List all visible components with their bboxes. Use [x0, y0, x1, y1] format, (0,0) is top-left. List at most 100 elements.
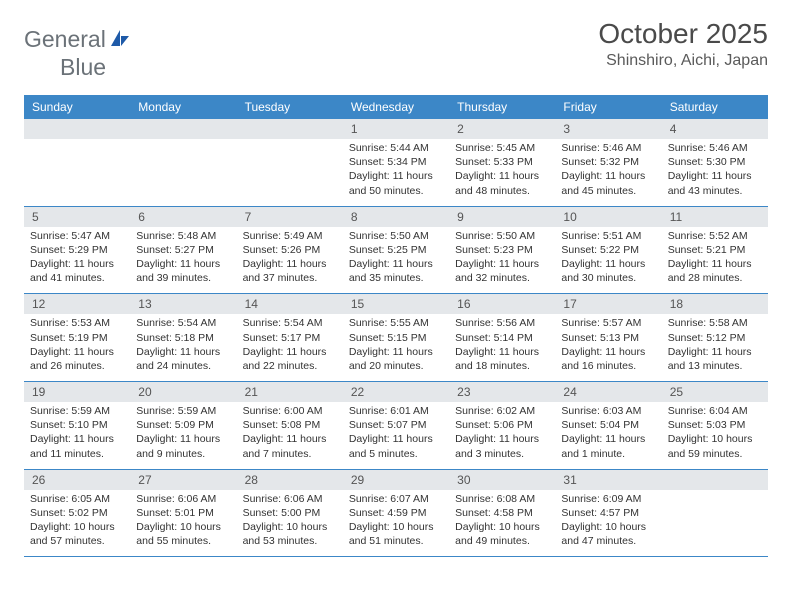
day-info-line: Sunrise: 5:50 AM: [455, 229, 549, 243]
day-info-line: Sunset: 5:32 PM: [561, 155, 655, 169]
day-info-line: Sunset: 5:29 PM: [30, 243, 124, 257]
day-cell: Sunrise: 6:04 AMSunset: 5:03 PMDaylight:…: [662, 402, 768, 469]
date-number: 5: [24, 207, 130, 227]
day-info-line: Sunrise: 6:05 AM: [30, 492, 124, 506]
day-info-line: Daylight: 10 hours: [136, 520, 230, 534]
day-info-line: Sunset: 5:01 PM: [136, 506, 230, 520]
day-info-line: Daylight: 11 hours: [30, 345, 124, 359]
date-number: 12: [24, 294, 130, 314]
day-info-line: Sunrise: 5:51 AM: [561, 229, 655, 243]
day-cell: Sunrise: 5:53 AMSunset: 5:19 PMDaylight:…: [24, 314, 130, 381]
day-info-line: and 28 minutes.: [668, 271, 762, 285]
day-info-line: Sunset: 5:10 PM: [30, 418, 124, 432]
day-info-line: Daylight: 11 hours: [30, 257, 124, 271]
date-number-row: 19202122232425: [24, 382, 768, 402]
day-info-line: Sunrise: 5:50 AM: [349, 229, 443, 243]
date-number: 7: [237, 207, 343, 227]
day-info-line: Sunrise: 5:58 AM: [668, 316, 762, 330]
day-info-line: Sunset: 5:14 PM: [455, 331, 549, 345]
day-cell: Sunrise: 5:54 AMSunset: 5:17 PMDaylight:…: [237, 314, 343, 381]
day-cell: Sunrise: 5:52 AMSunset: 5:21 PMDaylight:…: [662, 227, 768, 294]
date-number: 30: [449, 470, 555, 490]
day-cell: Sunrise: 5:49 AMSunset: 5:26 PMDaylight:…: [237, 227, 343, 294]
date-number: [130, 119, 236, 139]
day-info-line: Daylight: 10 hours: [455, 520, 549, 534]
day-cell: Sunrise: 5:46 AMSunset: 5:32 PMDaylight:…: [555, 139, 661, 206]
day-info-line: Daylight: 11 hours: [243, 345, 337, 359]
day-info-line: Sunset: 5:23 PM: [455, 243, 549, 257]
day-cell: Sunrise: 6:07 AMSunset: 4:59 PMDaylight:…: [343, 490, 449, 557]
date-number: 16: [449, 294, 555, 314]
day-cell: Sunrise: 6:03 AMSunset: 5:04 PMDaylight:…: [555, 402, 661, 469]
day-info-line: Daylight: 11 hours: [243, 432, 337, 446]
day-header: Tuesday: [237, 95, 343, 119]
day-info-line: Sunset: 5:27 PM: [136, 243, 230, 257]
date-number-row: 567891011: [24, 207, 768, 227]
day-info-line: and 45 minutes.: [561, 184, 655, 198]
day-info-line: Sunrise: 6:03 AM: [561, 404, 655, 418]
day-info-line: Sunrise: 6:08 AM: [455, 492, 549, 506]
day-info-line: Daylight: 10 hours: [30, 520, 124, 534]
date-number: 27: [130, 470, 236, 490]
day-info-line: Daylight: 11 hours: [561, 257, 655, 271]
day-info-line: and 1 minute.: [561, 447, 655, 461]
day-info-line: Sunset: 5:13 PM: [561, 331, 655, 345]
day-cell: Sunrise: 5:47 AMSunset: 5:29 PMDaylight:…: [24, 227, 130, 294]
day-cell: Sunrise: 5:55 AMSunset: 5:15 PMDaylight:…: [343, 314, 449, 381]
day-info-line: Sunset: 5:07 PM: [349, 418, 443, 432]
logo: General: [24, 26, 134, 53]
day-info-line: Sunset: 5:19 PM: [30, 331, 124, 345]
day-info-line: and 53 minutes.: [243, 534, 337, 548]
day-info-line: Daylight: 11 hours: [136, 257, 230, 271]
day-info-line: Sunset: 5:09 PM: [136, 418, 230, 432]
day-cell: Sunrise: 5:46 AMSunset: 5:30 PMDaylight:…: [662, 139, 768, 206]
day-cell: Sunrise: 6:09 AMSunset: 4:57 PMDaylight:…: [555, 490, 661, 557]
day-info-line: and 48 minutes.: [455, 184, 549, 198]
day-header: Sunday: [24, 95, 130, 119]
date-number: 1: [343, 119, 449, 139]
day-info-line: Daylight: 11 hours: [349, 345, 443, 359]
day-info-line: Daylight: 11 hours: [561, 345, 655, 359]
day-info-line: Sunrise: 6:06 AM: [136, 492, 230, 506]
date-number-row: 12131415161718: [24, 294, 768, 314]
day-info-line: Daylight: 11 hours: [455, 432, 549, 446]
day-info-line: and 39 minutes.: [136, 271, 230, 285]
day-info-line: Sunrise: 5:48 AM: [136, 229, 230, 243]
day-info-line: Sunset: 5:08 PM: [243, 418, 337, 432]
day-info-line: Sunrise: 5:52 AM: [668, 229, 762, 243]
date-number-row: 1234: [24, 119, 768, 139]
day-info-line: Sunrise: 6:04 AM: [668, 404, 762, 418]
day-header: Saturday: [662, 95, 768, 119]
day-cell: Sunrise: 5:45 AMSunset: 5:33 PMDaylight:…: [449, 139, 555, 206]
day-cell: Sunrise: 6:08 AMSunset: 4:58 PMDaylight:…: [449, 490, 555, 557]
date-number: 4: [662, 119, 768, 139]
day-info-line: and 26 minutes.: [30, 359, 124, 373]
day-info-line: Sunset: 5:30 PM: [668, 155, 762, 169]
date-number: [24, 119, 130, 139]
day-info-line: and 13 minutes.: [668, 359, 762, 373]
date-number-row: 262728293031: [24, 470, 768, 490]
day-info-line: Daylight: 11 hours: [668, 169, 762, 183]
day-cell: Sunrise: 5:57 AMSunset: 5:13 PMDaylight:…: [555, 314, 661, 381]
date-number: 21: [237, 382, 343, 402]
day-info-line: and 11 minutes.: [30, 447, 124, 461]
day-info-line: Sunrise: 5:47 AM: [30, 229, 124, 243]
day-info-line: Sunrise: 5:49 AM: [243, 229, 337, 243]
day-cell: Sunrise: 6:06 AMSunset: 5:00 PMDaylight:…: [237, 490, 343, 557]
day-info-line: Daylight: 11 hours: [349, 257, 443, 271]
day-info-line: and 3 minutes.: [455, 447, 549, 461]
day-info-line: Sunset: 5:03 PM: [668, 418, 762, 432]
day-info-line: Sunset: 5:26 PM: [243, 243, 337, 257]
day-info-line: Sunrise: 6:09 AM: [561, 492, 655, 506]
day-info-line: Sunset: 5:04 PM: [561, 418, 655, 432]
day-info-line: Daylight: 11 hours: [136, 432, 230, 446]
day-info-line: and 35 minutes.: [349, 271, 443, 285]
day-info-line: Sunset: 5:33 PM: [455, 155, 549, 169]
day-info-line: Sunrise: 5:59 AM: [136, 404, 230, 418]
day-header: Monday: [130, 95, 236, 119]
day-header: Wednesday: [343, 95, 449, 119]
day-info-line: Sunrise: 5:59 AM: [30, 404, 124, 418]
day-info-line: Sunset: 5:21 PM: [668, 243, 762, 257]
day-info-line: Sunrise: 5:46 AM: [561, 141, 655, 155]
logo-sail-icon: [109, 28, 131, 51]
